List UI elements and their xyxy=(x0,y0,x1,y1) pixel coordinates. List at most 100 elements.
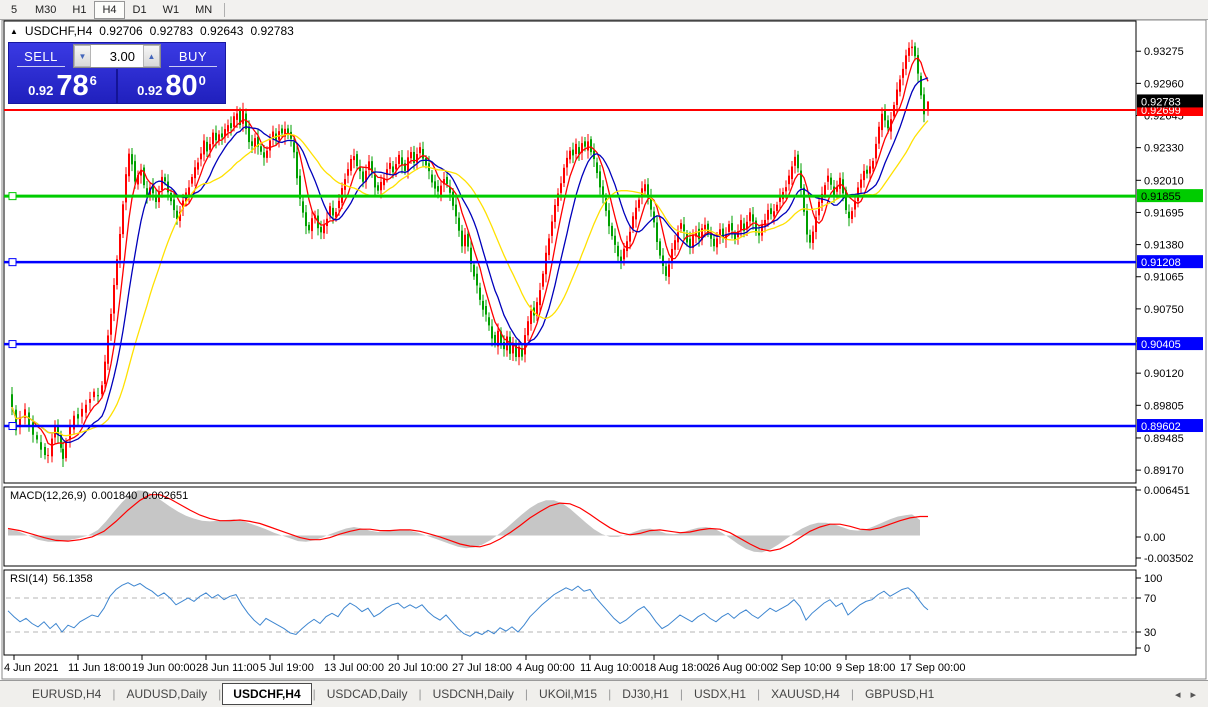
svg-text:27 Jul 18:00: 27 Jul 18:00 xyxy=(452,662,512,674)
volume-stepper: ▼ 3.00 ▲ xyxy=(73,44,161,68)
line-anchor xyxy=(8,340,17,349)
buy-button[interactable]: BUY xyxy=(161,43,225,69)
period-button-5[interactable]: 5 xyxy=(10,3,18,16)
tab-separator: | xyxy=(850,687,854,701)
chart-tab-xauusd[interactable]: XAUUSD,H4 xyxy=(771,687,840,701)
ohlc-low: 0.92643 xyxy=(200,24,244,38)
line-anchor xyxy=(8,192,17,201)
svg-text:26 Aug 00:00: 26 Aug 00:00 xyxy=(708,662,773,674)
svg-text:0.91065: 0.91065 xyxy=(1144,272,1184,284)
price-axis[interactable]: 0.932750.929600.926450.923300.920100.916… xyxy=(1136,46,1194,655)
tab-separator: | xyxy=(757,687,761,701)
period-button-h4[interactable]: H4 xyxy=(94,0,125,19)
volume-value[interactable]: 3.00 xyxy=(109,48,135,64)
volume-increase-icon[interactable]: ▲ xyxy=(143,45,160,67)
svg-text:0.90750: 0.90750 xyxy=(1144,304,1184,316)
svg-text:-0.003502: -0.003502 xyxy=(1144,553,1194,565)
svg-text:5 Jul 19:00: 5 Jul 19:00 xyxy=(260,662,314,674)
tab-separator: | xyxy=(312,687,316,701)
symbol-period-label: USDCHF,H4 xyxy=(24,24,93,38)
collapse-panel-icon[interactable]: ▲ xyxy=(10,26,18,36)
svg-text:4 Jun 2021: 4 Jun 2021 xyxy=(4,662,58,674)
svg-text:0.91855: 0.91855 xyxy=(1141,191,1181,203)
svg-text:0: 0 xyxy=(1144,643,1150,655)
period-button-w1[interactable]: W1 xyxy=(162,3,180,16)
svg-text:0.91695: 0.91695 xyxy=(1144,207,1184,219)
hline-layer: 0.92699 0.91855 0.91208 0.90405 0.89602 xyxy=(4,103,1203,433)
sell-price-big: 78 xyxy=(56,69,89,102)
chart-tab-gbpusd[interactable]: GBPUSD,H1 xyxy=(864,687,935,701)
rsi-indicator-label: RSI(14) 56.1358 xyxy=(10,573,93,585)
svg-text:0.91208: 0.91208 xyxy=(1141,257,1181,269)
svg-text:70: 70 xyxy=(1144,593,1156,605)
tab-separator: | xyxy=(524,687,529,701)
svg-text:0.91380: 0.91380 xyxy=(1144,240,1184,252)
period-button-mn[interactable]: MN xyxy=(195,3,213,16)
chart-tab-dj30[interactable]: DJ30,H1 xyxy=(622,687,669,701)
ohlc-open: 0.92706 xyxy=(99,24,143,38)
sell-price[interactable]: 0.92 78 6 xyxy=(9,69,116,103)
buy-price[interactable]: 0.92 80 0 xyxy=(116,69,225,103)
chart-tab-eurusd[interactable]: EURUSD,H4 xyxy=(32,687,102,701)
svg-text:100: 100 xyxy=(1144,573,1162,585)
chart-tab-audusd[interactable]: AUDUSD,Daily xyxy=(126,687,208,701)
chart-tab-usdcnh[interactable]: USDCNH,Daily xyxy=(432,687,514,701)
tab-scroll-right-icon[interactable]: ▸ xyxy=(1190,688,1196,701)
svg-text:0.89805: 0.89805 xyxy=(1144,400,1184,412)
svg-text:4 Aug 00:00: 4 Aug 00:00 xyxy=(516,662,575,674)
svg-text:11 Jun 18:00: 11 Jun 18:00 xyxy=(68,662,131,674)
chart-tab-usdchf[interactable]: USDCHF,H4 xyxy=(222,683,312,705)
chart-tab-usdx[interactable]: USDX,H1 xyxy=(694,687,747,701)
svg-text:0.89170: 0.89170 xyxy=(1144,465,1184,477)
svg-text:2 Sep 10:00: 2 Sep 10:00 xyxy=(772,662,831,674)
ma-fast xyxy=(11,57,929,447)
ma-slow xyxy=(11,120,929,437)
svg-text:20 Jul 10:00: 20 Jul 10:00 xyxy=(388,662,448,674)
period-button-d1[interactable]: D1 xyxy=(132,3,147,16)
sell-button[interactable]: SELL xyxy=(9,43,73,69)
current-price-badge: 0.92783 xyxy=(1137,94,1203,108)
svg-text:0.92699: 0.92699 xyxy=(1141,105,1181,117)
chart-tab-ukoil[interactable]: UKOil,M15 xyxy=(539,687,598,701)
svg-text:0.93275: 0.93275 xyxy=(1144,46,1184,58)
tab-scroll-left-icon[interactable]: ◂ xyxy=(1174,688,1181,701)
toolbar-separator xyxy=(224,2,226,17)
macd-main-area xyxy=(8,490,920,553)
sell-price-sup: 6 xyxy=(89,72,97,88)
svg-text:18 Aug 18:00: 18 Aug 18:00 xyxy=(644,662,709,674)
line-anchor xyxy=(8,258,17,267)
buy-price-sup: 0 xyxy=(198,72,206,88)
chart-tab-usdcad[interactable]: USDCAD,Daily xyxy=(326,687,408,701)
tab-separator: | xyxy=(112,687,116,701)
svg-text:0.92960: 0.92960 xyxy=(1144,78,1184,90)
svg-text:19 Jun 00:00: 19 Jun 00:00 xyxy=(132,662,196,674)
svg-text:0.89602: 0.89602 xyxy=(1141,421,1181,433)
svg-text:0.92010: 0.92010 xyxy=(1144,175,1184,187)
tab-separator: | xyxy=(218,687,222,701)
time-axis[interactable]: 4 Jun 2021 11 Jun 18:00 19 Jun 00:00 28 Jun… xyxy=(4,655,965,674)
svg-text:0.90120: 0.90120 xyxy=(1144,368,1184,380)
svg-text:28 Jun 11:00: 28 Jun 11:00 xyxy=(196,662,259,674)
one-click-trading-panel: SELL ▼ 3.00 ▲ BUY 0.92 78 6 0.92 80 0 xyxy=(8,42,226,104)
period-toolbar: 5 M30 H1 H4 D1 W1 MN xyxy=(0,0,1208,20)
macd-indicator-label: MACD(12,26,9) 0.001840 0.002651 xyxy=(10,490,189,502)
tab-separator: | xyxy=(418,687,422,701)
window-frame xyxy=(1,19,1207,680)
volume-decrease-icon[interactable]: ▼ xyxy=(74,45,91,67)
svg-text:0.006451: 0.006451 xyxy=(1144,485,1190,497)
line-anchor xyxy=(8,422,17,431)
period-button-h1[interactable]: H1 xyxy=(72,3,87,16)
macd-signal-line xyxy=(7,494,928,552)
chart-title: ▲ USDCHF,H4 0.92706 0.92783 0.92643 0.92… xyxy=(10,24,294,38)
svg-text:0.92783: 0.92783 xyxy=(1141,96,1181,108)
svg-text:9 Sep 18:00: 9 Sep 18:00 xyxy=(836,662,895,674)
rsi-panel xyxy=(3,569,1137,656)
chart-tab-bar: EURUSD,H4 | AUDUSD,Daily | USDCHF,H4 | USDCAD,… xyxy=(0,680,1208,707)
tab-separator: | xyxy=(608,687,612,701)
svg-text:0.89485: 0.89485 xyxy=(1144,433,1184,445)
macd-layer xyxy=(7,490,928,553)
tab-separator: | xyxy=(679,687,683,701)
period-button-m30[interactable]: M30 xyxy=(35,3,57,16)
